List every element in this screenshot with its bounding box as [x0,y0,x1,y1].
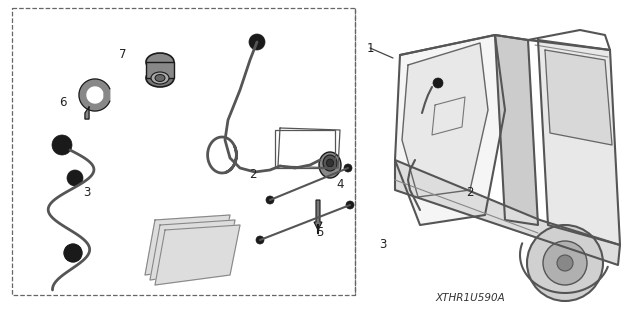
Polygon shape [79,79,109,111]
Text: 5: 5 [316,226,324,240]
Circle shape [543,241,587,285]
Polygon shape [85,107,89,119]
Ellipse shape [326,159,333,167]
Bar [146,62,174,78]
Circle shape [266,196,274,204]
Text: 7: 7 [119,48,127,62]
Polygon shape [495,35,538,225]
Polygon shape [150,220,235,280]
Circle shape [433,78,443,88]
Circle shape [67,170,83,186]
Circle shape [256,236,264,244]
Bar [12,8,355,295]
Ellipse shape [323,155,337,171]
Circle shape [557,255,573,271]
Ellipse shape [146,69,174,87]
Ellipse shape [155,75,165,81]
Text: XTHR1U590A: XTHR1U590A [435,293,505,303]
Ellipse shape [146,53,174,71]
Text: 2: 2 [249,168,257,182]
Polygon shape [87,87,102,103]
Polygon shape [155,225,240,285]
Polygon shape [145,215,230,275]
Polygon shape [395,35,505,225]
Ellipse shape [319,152,341,178]
Text: 3: 3 [83,187,91,199]
Circle shape [249,34,265,50]
Text: 3: 3 [380,239,387,251]
Polygon shape [545,50,612,145]
Text: 6: 6 [60,97,67,109]
Text: 2: 2 [467,187,474,199]
Polygon shape [402,43,488,197]
Circle shape [344,164,352,172]
Ellipse shape [151,72,169,84]
Text: 1: 1 [366,41,374,55]
Polygon shape [538,40,620,245]
Bar [275,130,335,168]
Circle shape [346,201,354,209]
Circle shape [64,244,82,262]
FancyArrow shape [314,200,322,230]
Circle shape [527,225,603,301]
Text: 4: 4 [336,179,344,191]
Polygon shape [395,160,620,265]
Circle shape [52,135,72,155]
